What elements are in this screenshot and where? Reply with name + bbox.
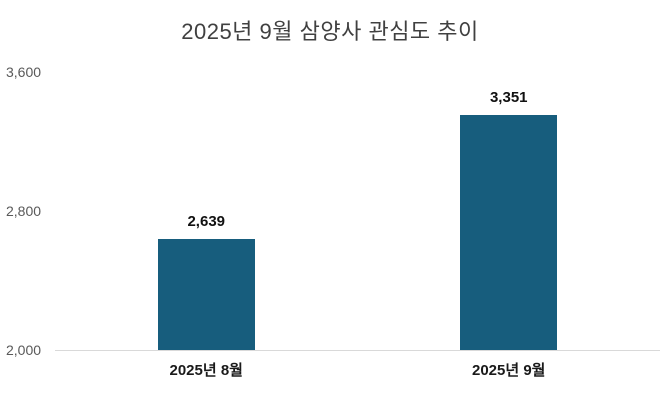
y-axis-tick-label: 2,000	[6, 342, 42, 358]
y-axis-tick-label: 2,800	[6, 203, 42, 219]
bar	[460, 115, 558, 350]
x-axis-category-label: 2025년 8월	[169, 362, 243, 379]
x-axis-category-label: 2025년 9월	[472, 362, 546, 379]
y-axis-tick-label: 3,600	[6, 64, 42, 80]
bar	[157, 238, 255, 350]
bar-value-label: 2,639	[187, 212, 226, 230]
x-axis-baseline	[55, 350, 660, 351]
bar-value-label: 3,351	[489, 89, 528, 107]
chart-title: 2025년 9월 삼양사 관심도 추이	[181, 19, 479, 44]
